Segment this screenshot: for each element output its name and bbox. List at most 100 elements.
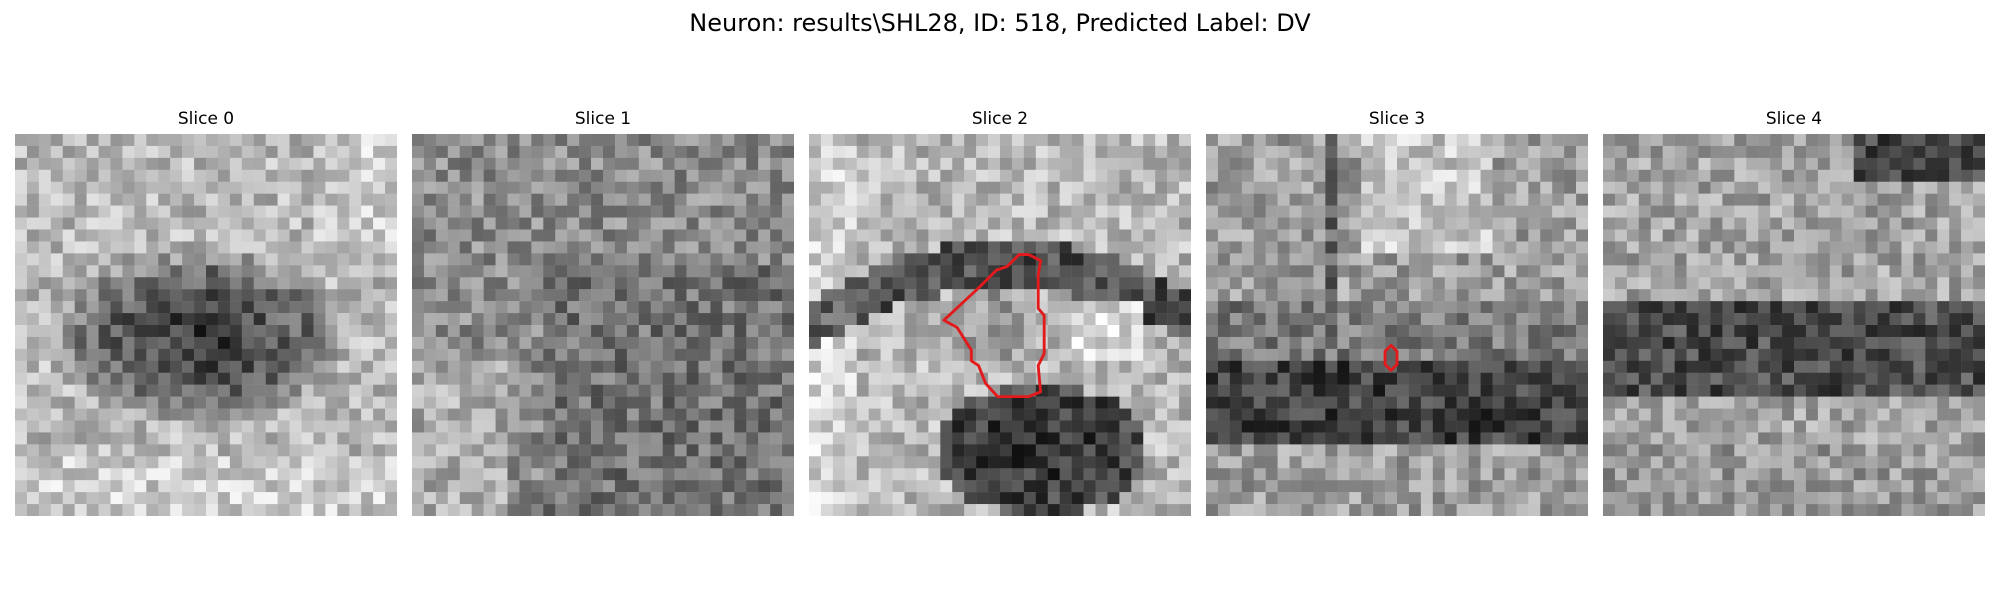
pixel	[26, 396, 40, 409]
pixel	[1167, 336, 1180, 350]
pixel	[1023, 325, 1037, 338]
pixel	[519, 504, 532, 516]
pixel	[1337, 313, 1350, 326]
pixel	[26, 432, 40, 445]
pixel	[770, 313, 783, 326]
pixel	[325, 504, 338, 516]
pixel	[1552, 217, 1565, 230]
pixel	[50, 145, 63, 159]
pixel	[495, 265, 508, 278]
pixel	[471, 313, 484, 326]
pixel	[110, 348, 123, 362]
pixel	[1277, 157, 1290, 171]
pixel	[412, 289, 425, 302]
pixel	[301, 181, 314, 194]
pixel	[1179, 205, 1191, 218]
pixel	[832, 265, 846, 278]
pixel	[206, 277, 219, 290]
pixel	[892, 325, 905, 338]
pixel	[1349, 408, 1362, 421]
pixel	[809, 181, 822, 194]
pixel	[591, 157, 604, 171]
pixel	[1734, 193, 1747, 206]
pixel	[1626, 301, 1640, 314]
pixel	[1361, 480, 1374, 493]
pixel	[483, 145, 496, 159]
pixel	[1782, 217, 1795, 230]
pixel	[1071, 181, 1084, 194]
pixel	[1603, 336, 1616, 350]
pixel	[758, 360, 771, 373]
pixel	[674, 145, 687, 159]
pixel	[110, 145, 123, 159]
pixel	[1516, 157, 1529, 171]
pixel	[507, 241, 520, 254]
pixel	[1047, 289, 1060, 302]
pixel	[277, 504, 290, 516]
pixel	[674, 289, 687, 302]
pixel	[1000, 229, 1013, 242]
pixel	[1167, 145, 1180, 159]
pixel	[782, 492, 794, 505]
pixel	[313, 134, 326, 147]
pixel	[1408, 480, 1422, 493]
pixel	[1901, 360, 1914, 373]
pixel	[1516, 408, 1529, 421]
pixel	[1638, 456, 1651, 469]
pixel	[1420, 253, 1434, 266]
pixel	[459, 253, 472, 266]
pixel	[1504, 504, 1517, 516]
pixel	[686, 360, 699, 373]
pixel	[1047, 432, 1060, 445]
pixel	[1865, 313, 1878, 326]
pixel	[1071, 169, 1084, 182]
pixel	[734, 241, 747, 254]
pixel	[1277, 301, 1290, 314]
pixel	[301, 157, 314, 171]
pixel	[146, 408, 159, 421]
pixel	[253, 313, 266, 326]
pixel	[1265, 205, 1278, 218]
pixel	[952, 265, 965, 278]
pixel	[1686, 289, 1699, 302]
pixel	[1480, 336, 1493, 350]
pixel	[1603, 348, 1616, 362]
pixel	[674, 420, 687, 433]
pixel	[614, 360, 628, 373]
pixel	[1385, 313, 1398, 326]
pixel	[686, 432, 699, 445]
pixel	[1385, 253, 1398, 266]
pixel	[1638, 145, 1651, 159]
pixel	[110, 169, 123, 182]
pixel	[567, 313, 580, 326]
pixel	[650, 468, 663, 481]
pixel	[758, 181, 771, 194]
pixel	[1289, 444, 1302, 457]
pixel	[1035, 396, 1048, 409]
pixel	[1961, 241, 1974, 254]
pixel	[1023, 193, 1037, 206]
pixel	[591, 504, 604, 516]
pixel	[1770, 217, 1783, 230]
pixel	[349, 265, 362, 278]
pixel	[1083, 134, 1096, 147]
pixel	[940, 336, 953, 350]
pixel	[614, 181, 628, 194]
pixel	[892, 301, 905, 314]
pixel	[1662, 432, 1675, 445]
pixel	[519, 468, 532, 481]
pixel	[1325, 205, 1338, 218]
pixel	[626, 157, 640, 171]
pixel	[1576, 289, 1588, 302]
pixel	[1686, 313, 1699, 326]
pixel	[1265, 217, 1278, 230]
pixel	[1889, 253, 1902, 266]
pixel	[1265, 348, 1278, 362]
pixel	[1217, 265, 1231, 278]
pixel	[1937, 169, 1950, 182]
pixel	[1432, 205, 1445, 218]
pixel	[603, 468, 616, 481]
pixel	[1552, 277, 1565, 290]
pixel	[650, 229, 663, 242]
pixel	[1397, 456, 1410, 469]
